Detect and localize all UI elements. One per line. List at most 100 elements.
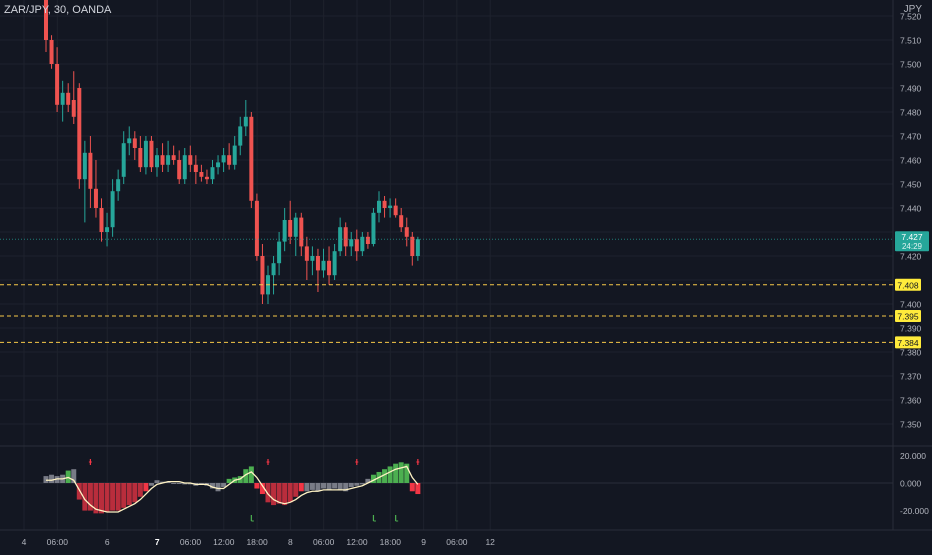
candle-body[interactable]: [49, 40, 54, 64]
candle-body[interactable]: [182, 155, 187, 180]
candle-body[interactable]: [60, 92, 65, 105]
candle-body[interactable]: [254, 200, 259, 256]
candle-body[interactable]: [249, 116, 254, 201]
candle-body[interactable]: [188, 155, 193, 165]
candle-body[interactable]: [199, 172, 204, 177]
oscillator-bar: [126, 483, 132, 506]
oscillator-bar: [248, 466, 254, 483]
oscillator-bar: [132, 483, 138, 503]
candle-body[interactable]: [93, 188, 98, 208]
oscillator-bar: [226, 478, 232, 483]
candle-body[interactable]: [388, 205, 393, 208]
price-tick-label: 7.460: [900, 156, 922, 166]
oscillator-bar: [359, 483, 365, 485]
candle-body[interactable]: [288, 220, 293, 237]
oscillator-bar: [415, 483, 421, 495]
candle-body[interactable]: [310, 256, 315, 261]
candle-body[interactable]: [277, 241, 282, 264]
candle-body[interactable]: [415, 239, 420, 256]
candle-body[interactable]: [243, 116, 248, 127]
candle-body[interactable]: [44, 0, 48, 40]
candle-body[interactable]: [66, 92, 71, 105]
candle-body[interactable]: [260, 256, 265, 295]
candle-body[interactable]: [321, 260, 326, 271]
current-price-badge: [895, 231, 929, 252]
price-tick-label: 7.470: [900, 132, 922, 142]
candle-body[interactable]: [293, 217, 298, 237]
time-tick-label: 12: [485, 537, 495, 547]
candle-body[interactable]: [116, 179, 121, 192]
candle-body[interactable]: [410, 236, 415, 256]
candle-body[interactable]: [166, 155, 171, 165]
oscillator-bar: [337, 483, 343, 490]
candle-body[interactable]: [282, 220, 287, 242]
price-tick-label: 7.390: [900, 324, 922, 334]
candle-body[interactable]: [149, 140, 154, 168]
candle-body[interactable]: [204, 176, 209, 180]
candle-body[interactable]: [55, 64, 60, 105]
time-tick-label: 18:00: [380, 537, 402, 547]
candle-body[interactable]: [82, 152, 87, 180]
candle-body[interactable]: [393, 205, 398, 216]
candle-body[interactable]: [127, 138, 132, 144]
time-tick-label: 06:00: [47, 537, 69, 547]
candle-body[interactable]: [360, 236, 365, 252]
candle-body[interactable]: [221, 155, 226, 163]
candle-body[interactable]: [238, 126, 243, 146]
candle-body[interactable]: [71, 100, 76, 117]
candle-body[interactable]: [271, 263, 276, 276]
candle-body[interactable]: [327, 260, 332, 276]
candle-body[interactable]: [121, 143, 126, 177]
candle-body[interactable]: [99, 208, 104, 232]
candle-body[interactable]: [399, 215, 404, 228]
candle-body[interactable]: [304, 246, 309, 261]
price-tick-label: 7.520: [900, 12, 922, 22]
candle-body[interactable]: [315, 256, 320, 271]
candle-body[interactable]: [160, 155, 165, 165]
candle-body[interactable]: [216, 162, 221, 168]
candle-body[interactable]: [371, 212, 376, 244]
oscillator-bar: [265, 483, 271, 503]
candle-body[interactable]: [354, 239, 359, 252]
level-badge: [895, 310, 921, 322]
time-tick-label: 06:00: [313, 537, 335, 547]
oscillator-bar: [237, 476, 243, 483]
candle-body[interactable]: [404, 227, 409, 237]
candle-body[interactable]: [377, 200, 381, 213]
oscillator-bar: [71, 469, 77, 483]
oscillator-bar: [182, 483, 188, 485]
oscillator-tick-label: 0.000: [900, 479, 922, 489]
level-badge: [895, 278, 921, 291]
candle-body[interactable]: [332, 251, 337, 276]
oscillator-signal-line: [46, 465, 419, 513]
candle-body[interactable]: [343, 227, 348, 247]
candle-body[interactable]: [110, 191, 115, 228]
candle-body[interactable]: [299, 217, 304, 247]
candle-body[interactable]: [105, 227, 110, 232]
candle-body[interactable]: [88, 152, 93, 189]
candle-body[interactable]: [227, 155, 232, 165]
candle-body[interactable]: [349, 239, 354, 247]
oscillator-bar: [393, 463, 399, 483]
oscillator-bar: [87, 483, 93, 511]
oscillator-bar: [165, 481, 171, 483]
oscillator-bar: [287, 483, 293, 503]
candle-body[interactable]: [365, 236, 370, 244]
time-tick-label: 12:00: [213, 537, 235, 547]
candle-body[interactable]: [382, 200, 387, 208]
candle-body[interactable]: [171, 155, 176, 160]
symbol-title[interactable]: ZAR/JPY, 30, OANDA: [4, 4, 112, 16]
candle-body[interactable]: [155, 155, 159, 168]
price-tick-label: 7.370: [900, 372, 922, 382]
candle-body[interactable]: [177, 160, 182, 180]
candle-body[interactable]: [232, 145, 237, 165]
candle-body[interactable]: [143, 140, 148, 168]
candle-body[interactable]: [338, 227, 343, 252]
candle-body[interactable]: [138, 148, 143, 168]
candle-body[interactable]: [210, 167, 215, 180]
candle-body[interactable]: [193, 164, 198, 172]
candle-body[interactable]: [77, 88, 82, 180]
candle-body[interactable]: [132, 138, 137, 148]
